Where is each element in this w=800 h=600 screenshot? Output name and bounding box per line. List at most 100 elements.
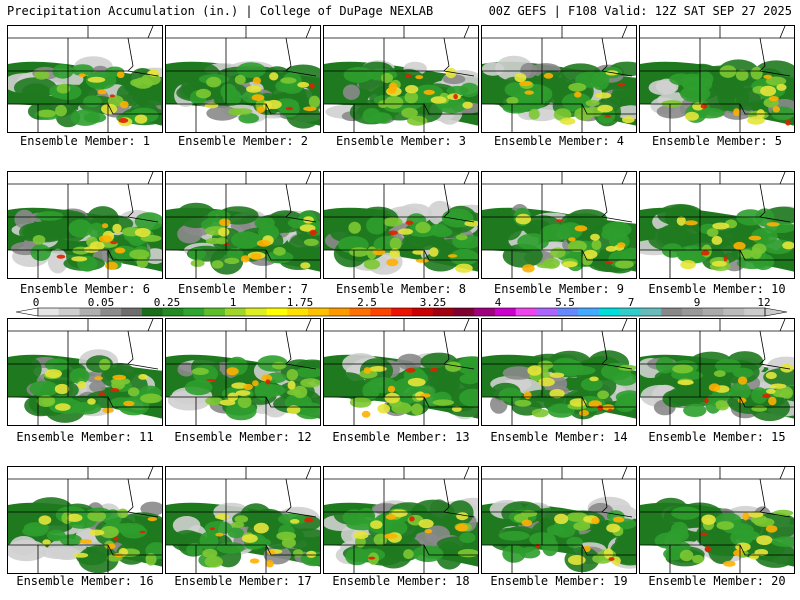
precip-blob: [250, 253, 262, 260]
precip-blob: [87, 398, 96, 405]
precip-blob: [117, 508, 129, 519]
precip-blob: [684, 220, 698, 226]
precip-blob: [253, 522, 269, 534]
precip-blob: [83, 95, 102, 108]
precip-blob: [397, 353, 423, 371]
state-border: [147, 26, 154, 39]
colorbar-swatch: [183, 308, 205, 316]
precip-blob: [369, 366, 387, 372]
colorbar-swatch: [141, 308, 163, 316]
precip-blob: [349, 247, 370, 257]
precip-blob: [73, 552, 89, 558]
precip-blob: [363, 367, 372, 374]
state-border: [147, 467, 154, 480]
colorbar-tick-label: 7: [627, 296, 635, 309]
state-border: [621, 26, 628, 39]
state-border: [305, 26, 312, 39]
precip-blob: [606, 523, 621, 533]
state-border: [759, 183, 791, 223]
precip-blob: [766, 222, 780, 227]
precip-blob: [765, 76, 787, 86]
colorbar-swatch: [640, 308, 662, 316]
precip-blob: [285, 106, 293, 111]
precip-blob: [234, 515, 249, 523]
precip-blob: [238, 112, 259, 124]
precip-blob: [502, 544, 526, 563]
ensemble-member-label: Ensemble Member: 7: [177, 282, 309, 296]
precip-blob: [676, 216, 686, 226]
precip-blob: [672, 364, 694, 374]
colorbar-tick-label: 0: [32, 296, 40, 309]
colorbar-swatch: [370, 308, 392, 316]
precip-blob: [751, 405, 767, 412]
precip-blob: [421, 546, 443, 559]
precip-blob: [553, 519, 576, 538]
precip-blob: [71, 256, 88, 262]
colorbar-swatch: [349, 308, 371, 316]
precip-blob: [52, 64, 74, 79]
precip-blob: [89, 381, 106, 393]
state-border: [443, 330, 475, 370]
precip-blob: [342, 509, 367, 526]
precip-blob: [251, 94, 265, 101]
precip-blob: [308, 95, 320, 108]
precip-blob: [498, 530, 530, 541]
precip-blob: [246, 85, 262, 93]
precip-blob: [515, 213, 532, 225]
precip-blob: [401, 107, 418, 118]
precip-blob: [566, 512, 588, 522]
precip-blob: [88, 222, 105, 239]
precip-blob: [768, 96, 779, 102]
precip-blob: [224, 243, 231, 246]
precip-blob: [114, 247, 126, 254]
ensemble-member-map: [323, 466, 479, 574]
precip-blob: [140, 393, 162, 404]
precip-blob: [256, 239, 271, 247]
precip-blob: [265, 379, 271, 385]
precip-blob: [562, 261, 578, 268]
precip-blob: [405, 367, 416, 373]
precip-blob: [765, 371, 777, 380]
precip-blob: [595, 92, 612, 99]
precip-blob: [252, 76, 261, 85]
precip-blob: [29, 380, 59, 397]
precip-blob: [605, 245, 617, 252]
state-border: [305, 172, 312, 185]
state-border: [285, 183, 317, 223]
precip-blob: [580, 377, 603, 391]
colorbar-swatch: [224, 308, 247, 316]
ensemble-member-label: Ensemble Member: 13: [332, 430, 470, 444]
precip-blob: [113, 536, 119, 541]
precip-blob: [23, 522, 49, 534]
precip-blob: [191, 367, 209, 375]
precip-blob: [94, 376, 103, 381]
precip-blob: [700, 532, 708, 536]
precip-blob: [604, 261, 614, 265]
state-border: [463, 319, 470, 332]
colorbar-swatch: [744, 308, 766, 316]
precip-blob: [265, 560, 274, 568]
precip-blob: [139, 530, 146, 534]
precip-blob: [55, 104, 67, 117]
precip-blob: [700, 103, 708, 109]
precip-blob: [286, 369, 298, 381]
colorbar-swatch: [100, 308, 122, 316]
precip-blob: [384, 533, 398, 539]
state-border: [759, 37, 791, 77]
precip-blob: [550, 247, 566, 258]
ensemble-member-label: Ensemble Member: 1: [19, 134, 151, 148]
precip-blob: [768, 396, 777, 406]
precip-blob: [134, 114, 148, 124]
precip-blob: [370, 520, 383, 529]
precip-blob: [204, 102, 219, 109]
precip-blob: [34, 70, 50, 80]
precip-blob: [304, 517, 314, 523]
ensemble-member-map: [639, 171, 795, 279]
precip-blob: [177, 362, 196, 377]
precip-blob: [692, 554, 704, 564]
precip-blob: [527, 365, 542, 376]
precip-blob: [294, 367, 320, 378]
colorbar-tick-label: 12: [757, 296, 771, 309]
precip-blob: [449, 249, 478, 266]
precip-blob: [754, 542, 794, 568]
